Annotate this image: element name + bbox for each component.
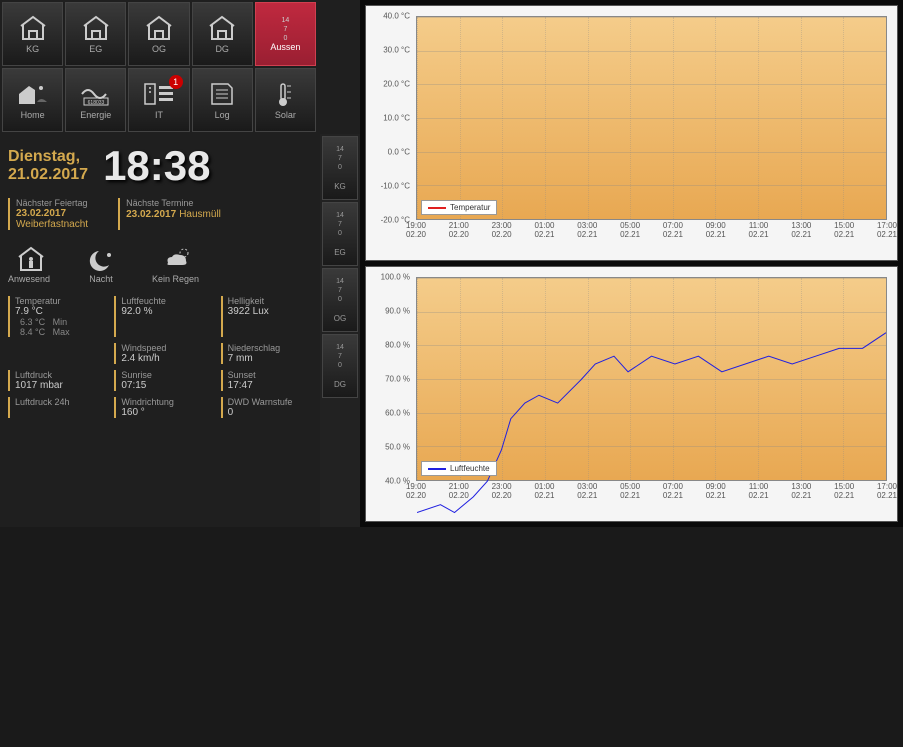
metric-helligkeit: Helligkeit3922 Lux — [221, 296, 312, 337]
metric-luftfeuchte: Luftfeuchte92.0 % — [114, 296, 205, 337]
svg-text:618033: 618033 — [87, 100, 104, 106]
date-display: Dienstag, 21.02.2017 — [8, 148, 88, 183]
nav-it[interactable]: 1IT — [128, 68, 189, 132]
gauge-og[interactable]: 1470OG — [322, 268, 358, 332]
metric-temperatur: Temperatur7.9 °C6.3 °C Min8.4 °C Max — [8, 296, 99, 337]
nav-solar[interactable]: Solar — [255, 68, 316, 132]
metric-dwd-warnstufe: DWD Warnstufe0 — [221, 397, 312, 418]
metric-windrichtung: Windrichtung160 ° — [114, 397, 205, 418]
metric-luftdruck-24h: Luftdruck 24h — [8, 397, 99, 418]
nav-dg[interactable]: DG — [192, 2, 253, 66]
nav-home[interactable]: Home — [2, 68, 63, 132]
status-anwesend: Anwesend — [8, 245, 50, 284]
gauge-dg[interactable]: 1470DG — [322, 334, 358, 398]
gauge-eg[interactable]: 1470EG — [322, 202, 358, 266]
metric-windspeed: Windspeed2.4 km/h — [114, 343, 205, 364]
nav-energie[interactable]: 618033Energie — [65, 68, 126, 132]
status-nacht: Nacht — [85, 245, 117, 284]
humidity-chart: 40.0 %50.0 %60.0 %70.0 %80.0 %90.0 %100.… — [365, 266, 898, 522]
nav-kg[interactable]: KG — [2, 2, 63, 66]
next-appointment: Nächste Termine 23.02.2017 Hausmüll — [118, 198, 221, 230]
next-holiday: Nächster Feiertag 23.02.2017 Weiberfastn… — [8, 198, 88, 230]
gauge-kg[interactable]: 1470KG — [322, 136, 358, 200]
metric-sunrise: Sunrise07:15 — [114, 370, 205, 391]
metric-niederschlag: Niederschlag7 mm — [221, 343, 312, 364]
time-display: 18:38 — [103, 142, 210, 190]
metric-luftdruck: Luftdruck1017 mbar — [8, 370, 99, 391]
nav-log[interactable]: Log — [192, 68, 253, 132]
metric-sunset: Sunset17:47 — [221, 370, 312, 391]
nav-aussen[interactable]: 1470Aussen — [255, 2, 316, 66]
temperature-chart: -20.0 °C-10.0 °C0.0 °C10.0 °C20.0 °C30.0… — [365, 5, 898, 261]
nav-og[interactable]: OG — [128, 2, 189, 66]
status-kein-regen: Kein Regen — [152, 245, 199, 284]
nav-eg[interactable]: EG — [65, 2, 126, 66]
